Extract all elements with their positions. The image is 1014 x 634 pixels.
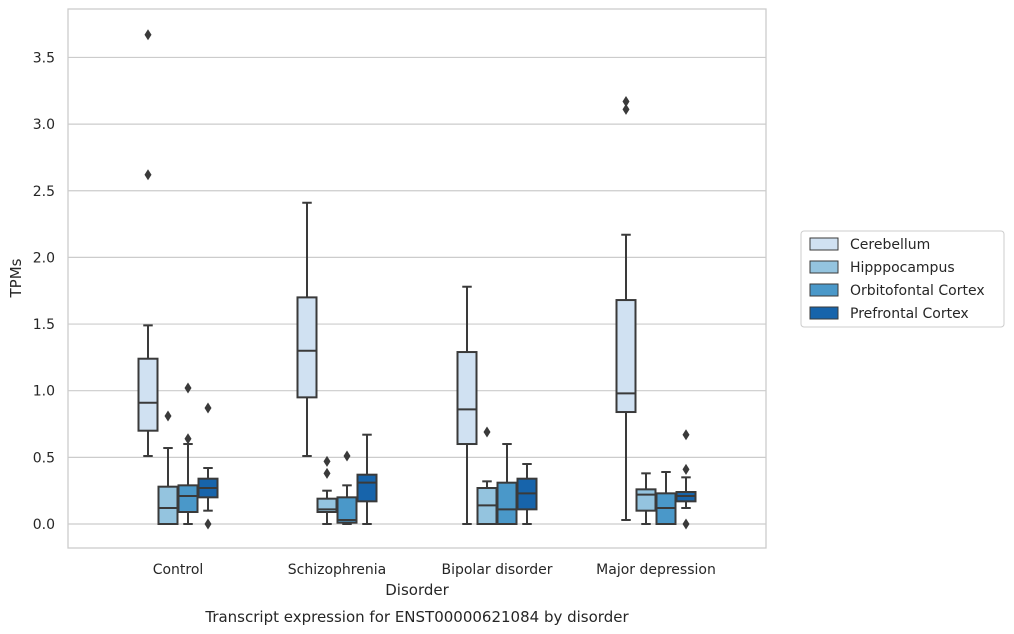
x-tick-label: Major depression (596, 562, 716, 578)
y-tick-label: 3.5 (33, 50, 55, 66)
y-axis-label: TPMs (7, 258, 25, 298)
chart-caption: Transcript expression for ENST0000062108… (204, 608, 629, 626)
outlier-point (343, 450, 351, 462)
box-1-3 (356, 433, 378, 525)
legend-frame (800, 230, 1005, 328)
plot-frame (67, 8, 767, 549)
y-tick-labels: 0.0 0.5 1.0 1.5 2.0 2.5 3.0 3.5 (33, 50, 55, 533)
legend-swatch (809, 306, 839, 320)
box-1-0 (296, 201, 318, 458)
box-2-1 (476, 426, 498, 526)
box-1-1 (316, 455, 338, 525)
y-tick-label: 0.5 (33, 450, 55, 466)
y-tick-label: 1.0 (33, 384, 55, 400)
box-3-1 (635, 472, 657, 525)
outlier-point (164, 410, 172, 422)
box-marks (137, 29, 697, 530)
box-body (356, 473, 378, 503)
legend: Cerebellum Hipppocampus Orbitofontal Corte… (800, 230, 1005, 328)
legend-label: Hipppocampus (850, 260, 955, 276)
y-tick-label: 2.0 (33, 250, 55, 266)
box-0-3 (197, 402, 219, 530)
box-1-2 (336, 450, 358, 525)
legend-swatch (809, 237, 839, 251)
outlier-point (682, 429, 690, 441)
box-body (177, 484, 199, 514)
outlier-point (682, 518, 690, 530)
box-body (615, 299, 637, 414)
outlier-point (323, 455, 331, 467)
legend-label: Cerebellum (850, 237, 930, 253)
outlier-point (144, 169, 152, 181)
box-2-3 (516, 463, 538, 525)
box-3-3 (675, 429, 697, 530)
box-0-1 (157, 410, 179, 525)
y-tick-label: 2.5 (33, 184, 55, 200)
legend-label: Orbitofontal Cortex (850, 283, 985, 299)
legend-label: Prefrontal Cortex (850, 306, 969, 322)
box-0-2 (177, 382, 199, 525)
box-2-2 (496, 443, 518, 525)
x-axis-label: Disorder (385, 581, 449, 599)
box-body (137, 357, 159, 432)
box-body (336, 496, 358, 524)
box-body (456, 351, 478, 446)
box-2-0 (456, 285, 478, 525)
x-tick-label: Control (153, 562, 204, 578)
box-3-2 (655, 471, 677, 526)
outlier-point (622, 103, 630, 115)
outlier-point (184, 382, 192, 394)
gridlines (68, 56, 766, 525)
outlier-point (184, 433, 192, 445)
outlier-point (144, 29, 152, 41)
x-tick-label: Schizophrenia (288, 562, 386, 578)
x-tick-label: Bipolar disorder (441, 562, 552, 578)
outlier-point (483, 426, 491, 438)
y-tick-label: 3.0 (33, 117, 55, 133)
legend-swatch (809, 283, 839, 297)
outlier-point (622, 95, 630, 107)
outlier-point (682, 463, 690, 475)
y-tick-label: 0.0 (33, 517, 55, 533)
x-tick-labels: Control Schizophrenia Bipolar disorder Majo… (153, 562, 716, 578)
y-tick-label: 1.5 (33, 317, 55, 333)
box-body (157, 485, 179, 525)
outlier-point (204, 518, 212, 530)
outlier-point (204, 402, 212, 414)
legend-swatch (809, 260, 839, 274)
box-body (635, 488, 657, 512)
outlier-point (323, 467, 331, 479)
box-body (296, 296, 318, 399)
box-0-0 (137, 29, 159, 458)
box-3-0 (615, 95, 637, 522)
box-body (496, 481, 518, 525)
